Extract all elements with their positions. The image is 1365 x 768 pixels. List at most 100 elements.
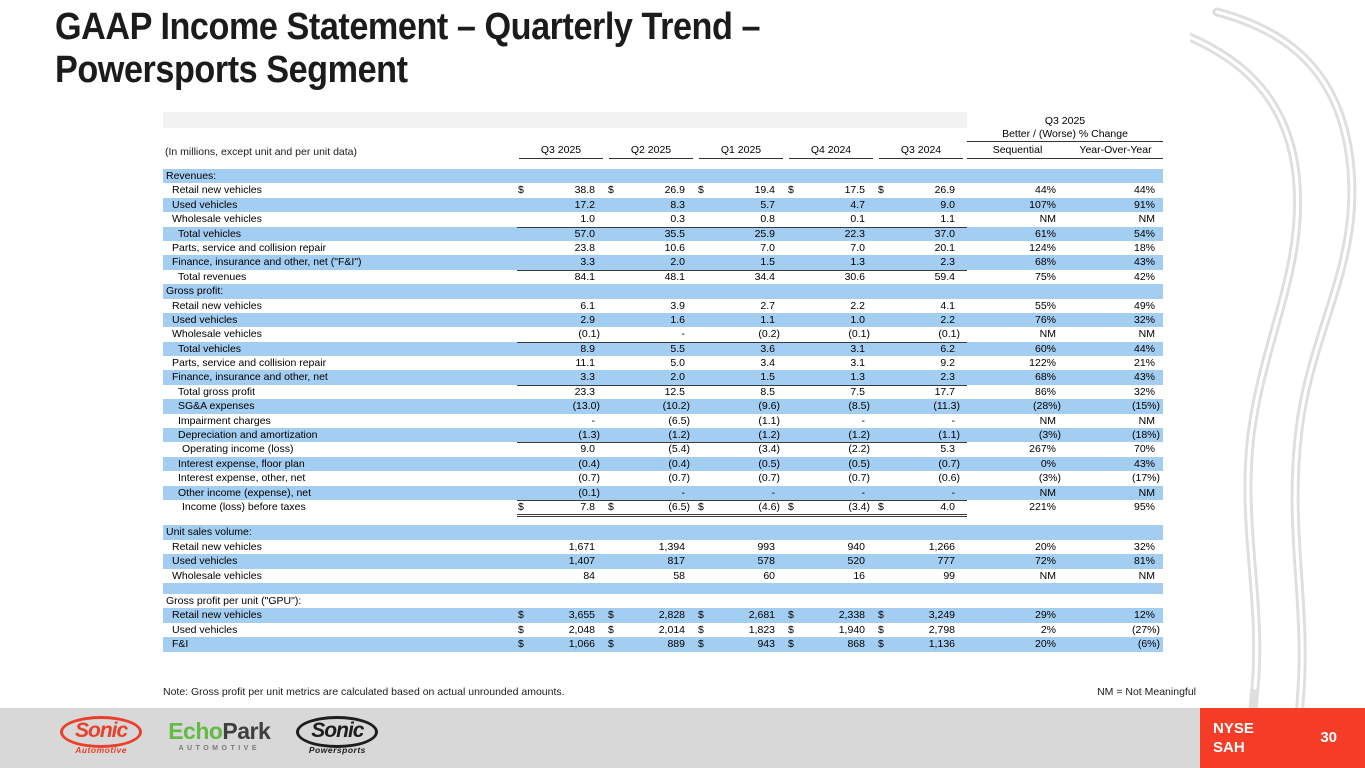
- cell-value: 1,136: [928, 638, 955, 651]
- cell-dollar-sign: [607, 370, 621, 386]
- cell-dollar-sign: [607, 554, 621, 568]
- cell-value: (0.4): [578, 457, 600, 470]
- cell-value: 520: [847, 555, 865, 568]
- cell-dollar-sign: [787, 299, 801, 313]
- sonic-automotive-wordmark: Sonic: [60, 716, 143, 748]
- table-row: Interest expense, other, net (0.7) (0.7) (0…: [163, 471, 1163, 485]
- cell-value: [891, 525, 967, 539]
- cell-value: 1,066: [568, 638, 595, 651]
- footer-bar: Sonic Automotive EchoPark AUTOMOTIVE Son…: [0, 708, 1365, 768]
- cell-dollar-sign: [697, 299, 711, 313]
- cell-value: 1.1: [891, 212, 967, 228]
- table-row: Operating income (loss) 9.0 (5.4) (3.4) (2.2…: [163, 442, 1163, 456]
- cell-dollar-sign: [607, 327, 621, 343]
- cell-value: [621, 525, 697, 539]
- table-row: Total gross profit 23.3 12.5 8.5 7.5 17.7 86% 3…: [163, 385, 1163, 399]
- cell-dollar-sign: [697, 486, 711, 501]
- cell-value: (2.2): [848, 443, 870, 456]
- cell-value: 1,266: [928, 540, 955, 553]
- cell-dollar-sign: [877, 169, 891, 183]
- table-row: Retail new vehicles 6.1 3.9 2.7 2.2 4.1 55% 49%: [163, 299, 1163, 313]
- cell-dollar-sign: [787, 428, 801, 444]
- cell-seq-change: 76%: [1034, 313, 1056, 326]
- cell-dollar-sign: [877, 198, 891, 212]
- cell-value: (1.3): [531, 428, 607, 444]
- cell-yoy-change: 43%: [1133, 371, 1155, 384]
- cell-dollar-sign: [877, 457, 891, 471]
- cell-yoy-change: NM: [1138, 569, 1155, 582]
- cell-value: 2.2: [940, 313, 955, 326]
- slide-title-line1: GAAP Income Statement – Quarterly Trend …: [55, 6, 761, 48]
- cell-dollar-sign: [607, 428, 621, 444]
- cell-dollar-sign: [517, 255, 531, 271]
- column-header-q4-2024: Q4 2024: [789, 144, 873, 159]
- cell-seq-change: [967, 594, 1068, 608]
- cell-dollar-sign: [787, 342, 801, 356]
- cell-yoy-change: (17%): [1131, 472, 1160, 485]
- row-label: Used vehicles: [172, 313, 238, 326]
- cell-dollar-sign: [787, 385, 801, 399]
- table-spacer-row: [163, 582, 1163, 594]
- cell-dollar-sign: $: [878, 638, 884, 651]
- cell-dollar-sign: [877, 554, 891, 568]
- cell-seq-change: 72%: [1034, 555, 1056, 568]
- cell-value: (10.2): [662, 400, 690, 413]
- cell-dollar-sign: [697, 442, 711, 456]
- cell-dollar-sign: [877, 428, 891, 444]
- cell-value: (6.5): [621, 500, 697, 518]
- cell-dollar-sign: [607, 212, 621, 228]
- cell-dollar-sign: $: [877, 500, 891, 518]
- cell-seq-change: 267%: [1029, 443, 1056, 456]
- cell-value: [891, 169, 967, 183]
- cell-dollar-sign: [607, 255, 621, 271]
- cell-dollar-sign: [697, 212, 711, 228]
- cell-seq-change: 221%: [1029, 500, 1056, 513]
- cell-dollar-sign: [517, 227, 531, 241]
- cell-value: 6.1: [580, 299, 595, 312]
- cell-dollar-sign: [787, 270, 801, 284]
- cell-value: 2,014: [658, 623, 685, 636]
- cell-dollar-sign: [787, 457, 801, 471]
- cell-dollar-sign: $: [607, 500, 621, 518]
- cell-value: 35.5: [664, 227, 685, 240]
- cell-yoy-change: 32%: [1133, 313, 1155, 326]
- cell-dollar-sign: [517, 414, 531, 428]
- cell-yoy-change: 32%: [1133, 540, 1155, 553]
- row-label: Parts, service and collision repair: [172, 357, 327, 370]
- ticker-lines: NYSE SAH: [1213, 719, 1254, 757]
- sonic-automotive-logo: Sonic Automotive: [60, 716, 143, 755]
- cell-value: (0.7): [668, 472, 690, 485]
- table-row: Wholesale vehicles 1.0 0.3 0.8 0.1 1.1 NM NM: [163, 212, 1163, 228]
- table-row: Revenues:: [163, 169, 1163, 184]
- cell-value: (0.1): [531, 327, 607, 343]
- row-label: Retail new vehicles: [172, 540, 262, 553]
- table-column-header-row: (In millions, except unit and per unit d…: [163, 142, 1163, 159]
- cell-seq-change: 68%: [1034, 256, 1056, 269]
- cell-dollar-sign: [517, 241, 531, 255]
- cell-value: 16: [853, 569, 865, 582]
- cell-dollar-sign: $: [697, 500, 711, 518]
- cell-value: 7.8: [531, 500, 607, 518]
- cell-dollar-sign: [697, 525, 711, 539]
- cell-value: (13.0): [572, 400, 600, 413]
- cell-value: [711, 169, 787, 183]
- cell-dollar-sign: $: [608, 638, 614, 651]
- cell-value: [891, 284, 967, 298]
- cell-dollar-sign: [787, 442, 801, 456]
- cell-value: 3.3: [531, 370, 607, 386]
- cell-dollar-sign: [877, 284, 891, 298]
- cell-seq-change: [967, 525, 1068, 539]
- cell-dollar-sign: [697, 370, 711, 386]
- cell-yoy-change: 91%: [1133, 198, 1155, 211]
- cell-yoy-change: 70%: [1133, 443, 1155, 456]
- table-row: Unit sales volume:: [163, 525, 1163, 540]
- cell-dollar-sign: [877, 370, 891, 386]
- cell-dollar-sign: [607, 313, 621, 327]
- cell-dollar-sign: $: [608, 623, 614, 636]
- cell-value: 777: [937, 555, 955, 568]
- cell-value: 2,681: [748, 609, 775, 622]
- cell-value: (11.3): [933, 400, 960, 413]
- cell-yoy-change: 49%: [1133, 299, 1155, 312]
- cell-value: 57.0: [574, 227, 595, 240]
